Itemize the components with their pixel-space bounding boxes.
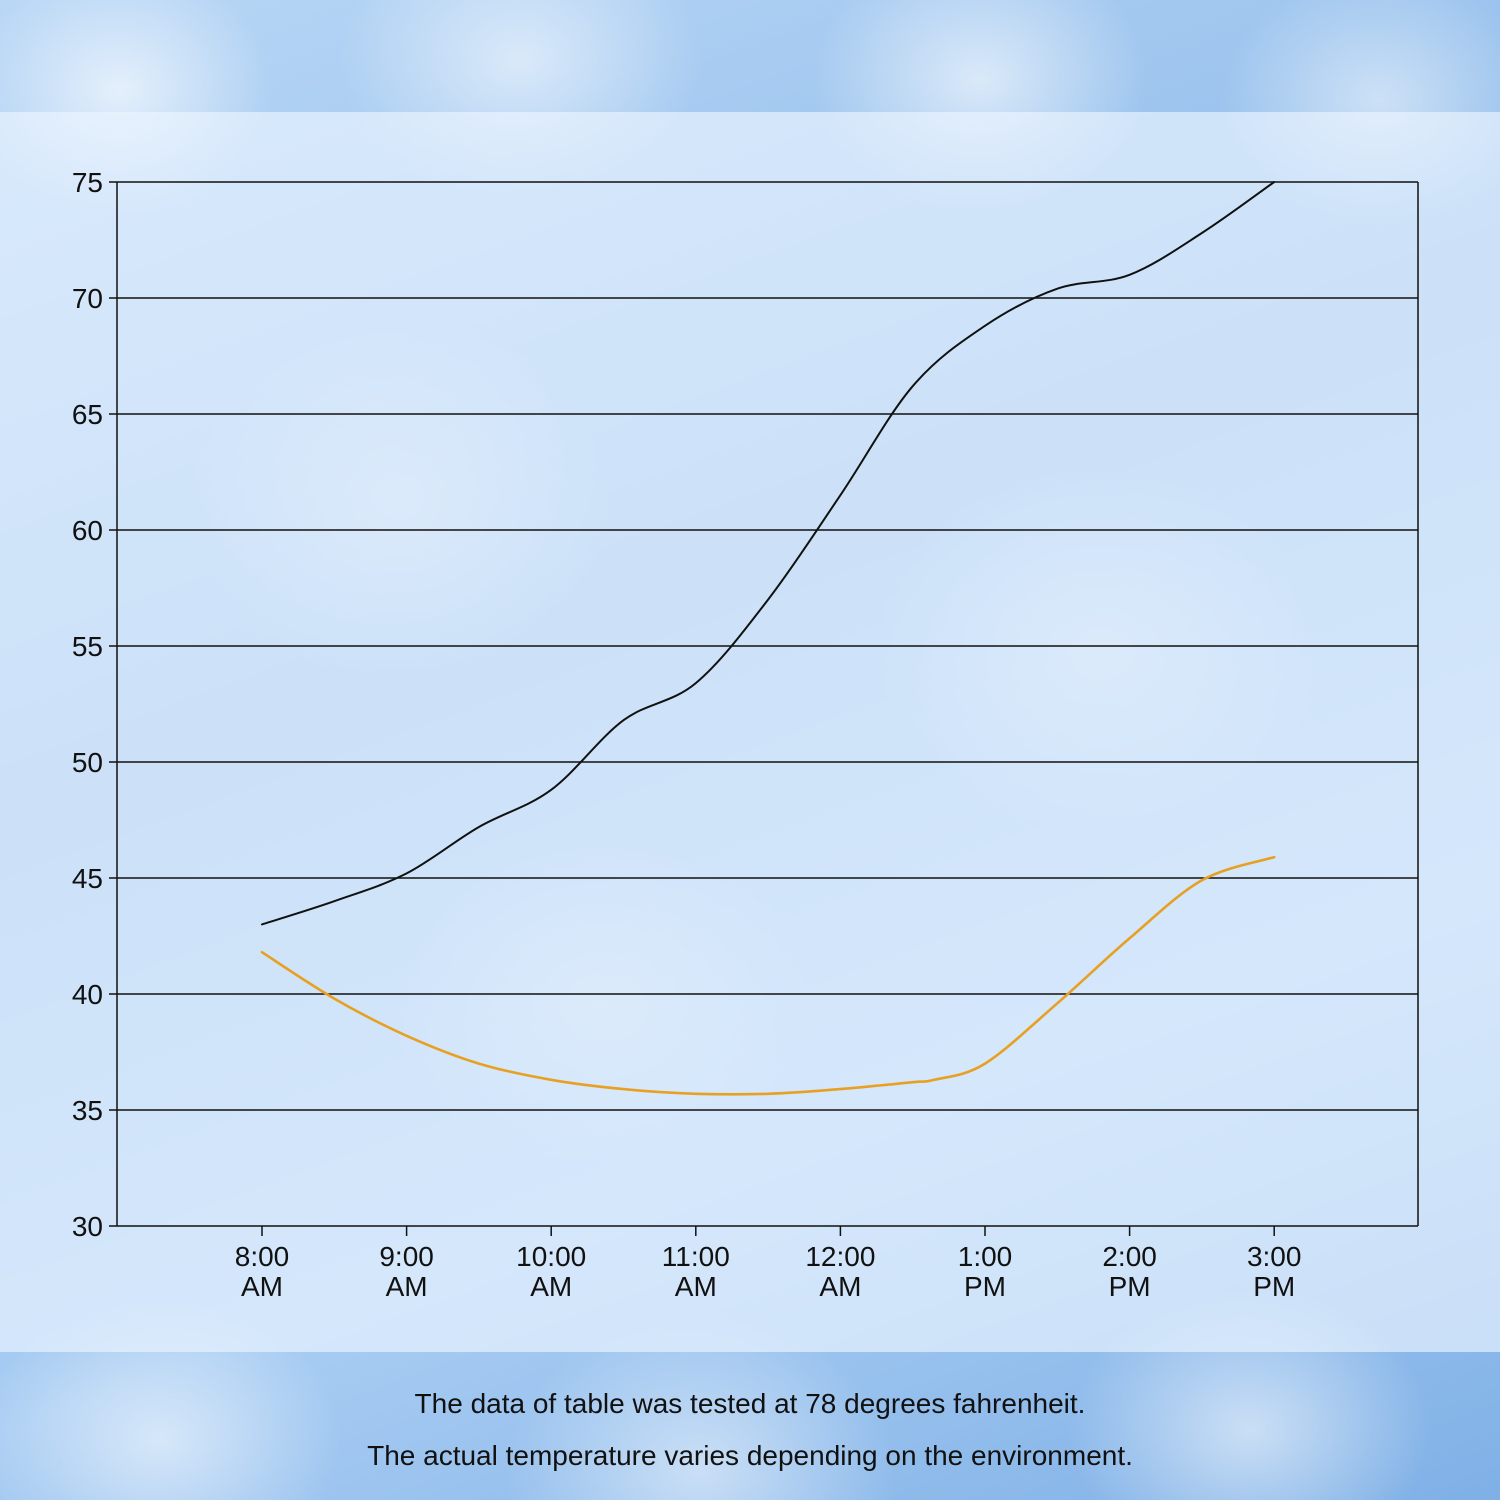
x-tick-label: 1:00 PM (958, 1241, 1013, 1302)
y-tick-label: 75 (72, 167, 103, 198)
x-tick-label: 12:00 AM (805, 1241, 875, 1302)
x-tick-time: 8:00 (235, 1241, 290, 1272)
x-tick-period: AM (386, 1271, 428, 1302)
x-tick-time: 9:00 (379, 1241, 434, 1272)
x-tick-period: PM (1109, 1271, 1151, 1302)
y-tick-label: 55 (72, 631, 103, 662)
x-tick-period: PM (1253, 1271, 1295, 1302)
chart-panel (0, 112, 1500, 1352)
caption-line-1: The data of table was tested at 78 degre… (414, 1388, 1086, 1419)
y-tick-label: 70 (72, 283, 103, 314)
x-tick-time: 3:00 (1247, 1241, 1302, 1272)
y-tick-label: 40 (72, 979, 103, 1010)
caption-line-2: The actual temperature varies depending … (367, 1440, 1133, 1471)
x-tick-period: AM (819, 1271, 861, 1302)
x-tick-time: 10:00 (516, 1241, 586, 1272)
x-tick-label: 8:00 AM (235, 1241, 290, 1302)
x-tick-time: 2:00 (1102, 1241, 1157, 1272)
x-tick-time: 11:00 (662, 1241, 730, 1272)
series-line-2 (260, 855, 1276, 1096)
x-tick-time: 1:00 (958, 1241, 1013, 1272)
x-tick-period: AM (530, 1271, 572, 1302)
x-tick-period: PM (964, 1271, 1006, 1302)
y-tick-label: 45 (72, 863, 103, 894)
series-line-1 (261, 181, 1276, 926)
x-tick-time: 12:00 (805, 1241, 875, 1272)
y-tick-label: 65 (72, 399, 103, 430)
x-tick-period: AM (241, 1271, 283, 1302)
y-tick-label: 30 (72, 1211, 103, 1242)
series-layer (260, 181, 1276, 1096)
y-tick-label: 50 (72, 747, 103, 778)
x-tick-period: AM (675, 1271, 717, 1302)
x-tick-label: 3:00 PM (1247, 1241, 1302, 1302)
y-tick-label: 60 (72, 515, 103, 546)
y-tick-label: 35 (72, 1095, 103, 1126)
x-tick-label: 11:00 AM (662, 1241, 730, 1302)
x-tick-label: 9:00 AM (379, 1241, 434, 1302)
x-tick-label: 2:00 PM (1102, 1241, 1157, 1302)
grid-layer (109, 181, 1418, 1227)
x-tick-label: 10:00 AM (516, 1241, 586, 1302)
